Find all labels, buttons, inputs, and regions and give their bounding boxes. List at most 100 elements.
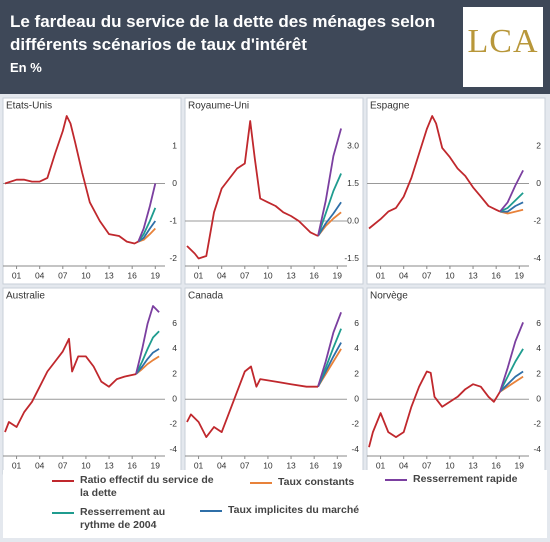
y-tick-label: -2 xyxy=(533,215,541,225)
x-tick-label: 16 xyxy=(309,460,319,470)
x-tick-label: 07 xyxy=(240,270,250,280)
y-tick-label: -1 xyxy=(169,215,177,225)
x-tick-label: 04 xyxy=(35,460,45,470)
panel: Norvège 6 4 2 0 -2 -4 01 04 07 10 13 16 19 xyxy=(366,287,546,475)
x-tick-label: 16 xyxy=(127,460,137,470)
series-line xyxy=(186,365,318,438)
series-line xyxy=(499,322,524,392)
series-line xyxy=(135,305,160,375)
series-line xyxy=(317,128,342,237)
x-tick-label: 04 xyxy=(399,460,409,470)
panel: Australie 6 4 2 0 -2 -4 01 04 07 10 13 16 19 xyxy=(2,287,182,475)
panel: Canada 6 4 2 0 -2 -4 01 04 07 10 13 16 19 xyxy=(184,287,364,475)
x-tick-label: 01 xyxy=(194,270,204,280)
panel-title: Norvège xyxy=(370,291,408,302)
y-tick-label: 6 xyxy=(354,318,359,328)
series-line xyxy=(4,337,137,433)
series-line xyxy=(135,355,160,375)
x-tick-label: 19 xyxy=(333,270,343,280)
legend-label: Taux constants xyxy=(278,476,355,488)
panel-bg xyxy=(184,97,364,285)
x-tick-label: 07 xyxy=(58,270,68,280)
y-tick-label: 0 xyxy=(172,394,177,404)
y-tick-label: 2 xyxy=(354,368,359,378)
legend-label: Taux implicites du marché xyxy=(228,504,360,516)
y-tick-label: 6 xyxy=(172,318,177,328)
header: Le fardeau du service de la dette des mé… xyxy=(0,0,550,94)
x-tick-label: 10 xyxy=(445,460,455,470)
x-tick-label: 07 xyxy=(240,460,250,470)
x-tick-label: 16 xyxy=(491,460,501,470)
series-line xyxy=(368,370,501,448)
panel-title: Espagne xyxy=(370,101,410,112)
panel-title: Royaume-Uni xyxy=(188,101,249,112)
x-tick-label: 10 xyxy=(81,270,91,280)
legend-label: Resserrement au rythme de 2004 xyxy=(80,506,166,531)
y-tick-label: 2 xyxy=(536,140,541,150)
series-line xyxy=(186,120,319,260)
y-tick-label: -4 xyxy=(351,444,359,454)
x-tick-label: 04 xyxy=(217,270,227,280)
legend-bg xyxy=(3,470,547,538)
x-tick-label: 04 xyxy=(35,270,45,280)
x-tick-label: 13 xyxy=(104,270,114,280)
y-tick-label: -2 xyxy=(351,419,359,429)
x-tick-label: 19 xyxy=(151,460,161,470)
x-tick-label: 04 xyxy=(217,460,227,470)
y-tick-label: -1.5 xyxy=(344,253,359,263)
y-tick-label: -4 xyxy=(533,253,541,263)
series-line xyxy=(4,115,139,245)
x-tick-label: 07 xyxy=(422,270,432,280)
x-tick-label: 10 xyxy=(263,270,273,280)
x-tick-label: 07 xyxy=(58,460,68,470)
x-tick-label: 16 xyxy=(127,270,137,280)
subtitle: En % xyxy=(10,60,42,75)
x-tick-label: 01 xyxy=(194,460,204,470)
series-line xyxy=(499,192,524,213)
y-tick-label: -2 xyxy=(169,253,177,263)
x-tick-label: 13 xyxy=(286,270,296,280)
y-tick-label: 3.0 xyxy=(347,140,359,150)
legend-label: Ratio effectif du service de la dette xyxy=(80,474,214,499)
y-tick-label: 4 xyxy=(354,343,359,353)
y-tick-label: 6 xyxy=(536,318,541,328)
title: Le fardeau du service de la dette des mé… xyxy=(10,12,436,54)
y-tick-label: 0 xyxy=(172,178,177,188)
y-tick-label: -4 xyxy=(533,444,541,454)
y-tick-label: -2 xyxy=(533,419,541,429)
series-line xyxy=(135,348,160,375)
panel-bg xyxy=(2,97,182,285)
panel-title: Canada xyxy=(188,291,223,302)
y-tick-label: -4 xyxy=(169,444,177,454)
series-line xyxy=(137,220,157,243)
x-tick-label: 16 xyxy=(309,270,319,280)
series-line xyxy=(500,201,524,213)
x-tick-label: 01 xyxy=(12,270,22,280)
x-tick-label: 10 xyxy=(263,460,273,470)
series-line xyxy=(499,370,524,393)
panel-title: Etats-Unis xyxy=(6,101,52,112)
y-tick-label: 4 xyxy=(536,343,541,353)
x-tick-label: 13 xyxy=(468,270,478,280)
y-tick-label: 2 xyxy=(536,368,541,378)
series-line xyxy=(317,311,342,387)
y-tick-label: -2 xyxy=(169,419,177,429)
x-tick-label: 19 xyxy=(333,460,343,470)
legend-swatch xyxy=(52,480,74,482)
series-line xyxy=(317,173,342,237)
series-line xyxy=(135,330,160,375)
legend-swatch xyxy=(200,510,222,512)
x-tick-label: 16 xyxy=(491,270,501,280)
series-line xyxy=(499,208,524,215)
x-tick-label: 19 xyxy=(515,460,525,470)
x-tick-label: 13 xyxy=(104,460,114,470)
legend-swatch xyxy=(385,479,407,481)
panel-bg xyxy=(366,97,546,285)
x-tick-label: 13 xyxy=(468,460,478,470)
y-tick-label: 4 xyxy=(172,343,177,353)
logo: LCA xyxy=(463,7,543,87)
x-tick-label: 01 xyxy=(376,460,386,470)
